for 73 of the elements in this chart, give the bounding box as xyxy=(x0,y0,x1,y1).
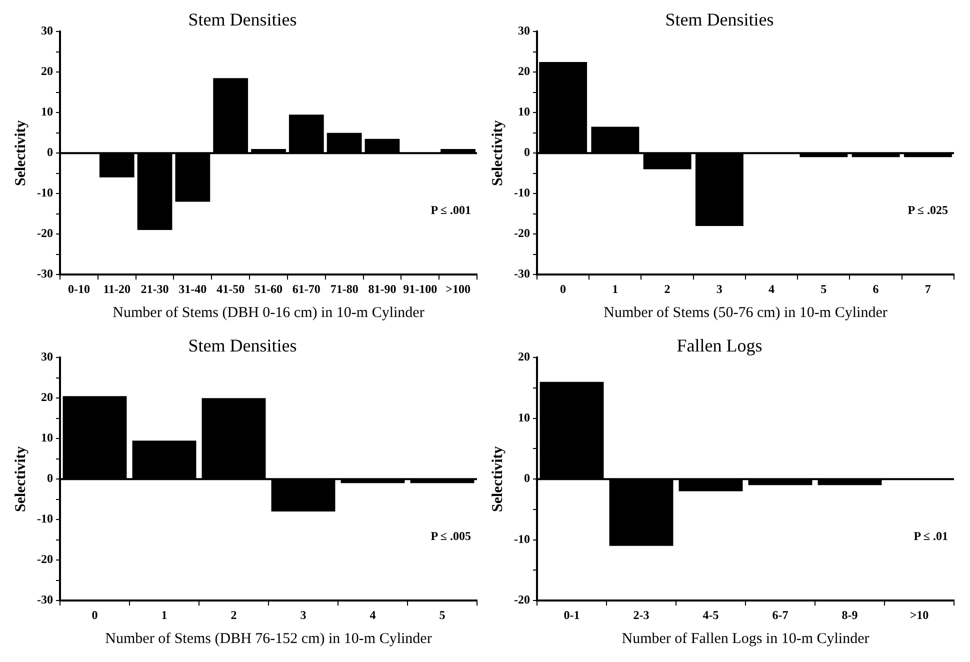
y-tick-label: 20 xyxy=(40,64,53,78)
x-tick-label: 91-100 xyxy=(403,282,438,296)
chart-title: Stem Densities xyxy=(188,10,297,30)
x-tick-label: 1 xyxy=(612,282,618,296)
y-tick-label: 30 xyxy=(518,24,530,38)
x-axis-title: Number of Stems (50-76 cm) in 10-m Cylinder xyxy=(604,304,888,321)
x-tick-label: 71-80 xyxy=(330,282,358,296)
chart-title: Fallen Logs xyxy=(676,336,762,356)
x-tick-label: 2-3 xyxy=(633,608,650,622)
annotation: P ≤ .025 xyxy=(908,202,948,217)
y-tick-label: -20 xyxy=(36,226,53,240)
x-tick-label: >100 xyxy=(446,282,470,296)
x-tick-label: >10 xyxy=(910,608,929,622)
y-axis-title: Selectivity xyxy=(12,120,29,186)
y-axis-title: Selectivity xyxy=(12,446,29,512)
y-tick-label: -10 xyxy=(36,186,53,200)
y-axis-title: Selectivity xyxy=(490,120,506,186)
y-tick-label: -20 xyxy=(36,552,53,566)
x-tick-label: 0 xyxy=(560,282,566,296)
x-tick-label: 2 xyxy=(664,282,670,296)
x-tick-label: 5 xyxy=(820,282,827,296)
y-axis-title: Selectivity xyxy=(490,446,506,512)
x-tick-label: 11-20 xyxy=(103,282,131,296)
y-tick-label: -20 xyxy=(514,226,530,240)
y-tick-label: 30 xyxy=(40,24,53,38)
y-tick-label: 0 xyxy=(524,145,530,160)
x-tick-label: 31-40 xyxy=(178,282,207,296)
x-tick-label: 0-10 xyxy=(68,282,90,296)
x-tick-label: 41-50 xyxy=(216,282,245,296)
y-tick-label: -10 xyxy=(36,512,53,526)
y-tick-label: 10 xyxy=(518,104,530,119)
x-tick-label: 7 xyxy=(924,282,931,296)
chart-title: Stem Densities xyxy=(665,10,774,30)
x-axis-title: Number of Fallen Logs in 10-m Cylinder xyxy=(622,630,870,647)
x-tick-label: 0 xyxy=(92,608,98,622)
y-tick-label: 30 xyxy=(40,350,53,364)
x-tick-label: 4-5 xyxy=(702,608,719,622)
y-tick-label: 20 xyxy=(40,390,53,404)
x-tick-label: 4 xyxy=(370,608,376,622)
annotation: P ≤ .005 xyxy=(430,528,471,543)
y-tick-label: -30 xyxy=(514,266,530,281)
x-tick-label: 3 xyxy=(300,608,306,622)
x-tick-label: 3 xyxy=(716,282,722,296)
x-tick-label: 5 xyxy=(439,608,446,622)
x-tick-label: 2 xyxy=(230,608,237,622)
y-tick-label: -20 xyxy=(514,592,530,607)
y-tick-label: 20 xyxy=(518,64,530,78)
y-tick-label: 10 xyxy=(40,430,53,445)
x-tick-label: 0-1 xyxy=(564,608,580,622)
x-axis-title: Number of Stems (DBH 0-16 cm) in 10-m Cylinder xyxy=(112,304,424,321)
y-tick-label: -10 xyxy=(514,532,530,546)
x-tick-label: 4 xyxy=(768,282,775,296)
x-tick-label: 8-9 xyxy=(842,608,858,622)
annotation: P ≤ .01 xyxy=(914,528,948,543)
y-tick-label: 0 xyxy=(46,471,53,486)
y-tick-label: -30 xyxy=(36,592,53,607)
chart-title: Stem Densities xyxy=(188,336,297,356)
y-tick-label: 0 xyxy=(46,145,53,160)
y-tick-label: -30 xyxy=(36,266,53,281)
x-tick-label: 51-60 xyxy=(254,282,282,296)
x-axis-title: Number of Stems (DBH 76-152 cm) in 10-m Cylinder xyxy=(105,630,432,647)
x-tick-label: 21-30 xyxy=(140,282,169,296)
x-tick-label: 6-7 xyxy=(772,608,788,622)
y-tick-label: 10 xyxy=(40,104,53,119)
x-tick-label: 6 xyxy=(872,282,879,296)
y-tick-label: -10 xyxy=(514,186,530,200)
annotation: P ≤ .001 xyxy=(430,202,471,217)
y-tick-label: 20 xyxy=(518,350,530,364)
y-tick-label: 10 xyxy=(518,410,530,424)
y-tick-label: 0 xyxy=(524,471,530,486)
x-tick-label: 81-90 xyxy=(368,282,396,296)
x-tick-label: 61-70 xyxy=(292,282,320,296)
x-tick-label: 1 xyxy=(161,608,168,622)
